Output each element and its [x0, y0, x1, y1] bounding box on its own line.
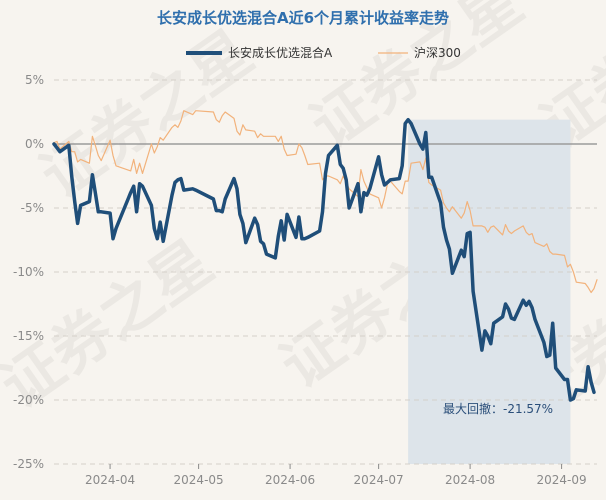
y-tick-label: 0%: [25, 137, 44, 151]
y-tick-label: -5%: [21, 201, 44, 215]
series-line-fund: [52, 117, 596, 402]
drawdown-layer: [408, 119, 571, 465]
x-tick-label: 2024-09: [537, 473, 587, 487]
y-tick-label: -15%: [13, 329, 44, 343]
y-tick-label: 5%: [25, 73, 44, 87]
x-tick-label: 2024-06: [265, 473, 315, 487]
y-tick-label: -20%: [13, 393, 44, 407]
max-drawdown-area: [408, 119, 571, 465]
y-tick-label: -10%: [13, 265, 44, 279]
x-tick-label: 2024-07: [354, 473, 404, 487]
axis-layer: 2024-04 2024-05 2024-06 2024-07 2024-08 2024-…: [85, 464, 587, 487]
max-drawdown-label: 最大回撤：-21.57%: [443, 401, 553, 416]
series-layer: [52, 110, 598, 402]
series-line-index: [53, 110, 598, 294]
chart-title: 长安成长优选混合A近6个月累计收益率走势: [157, 9, 449, 27]
legend-label-index: 沪深300: [414, 46, 461, 60]
grid-layer: 5% 0% -5% -10% -15% -20% -25%: [13, 73, 597, 471]
y-tick-label: -25%: [13, 457, 44, 471]
x-tick-label: 2024-05: [174, 473, 224, 487]
legend-label-fund: 长安成长优选混合A: [228, 45, 333, 60]
x-tick-label: 2024-08: [445, 473, 495, 487]
x-tick-label: 2024-04: [85, 473, 135, 487]
legend: 长安成长优选混合A 沪深300: [186, 45, 461, 60]
